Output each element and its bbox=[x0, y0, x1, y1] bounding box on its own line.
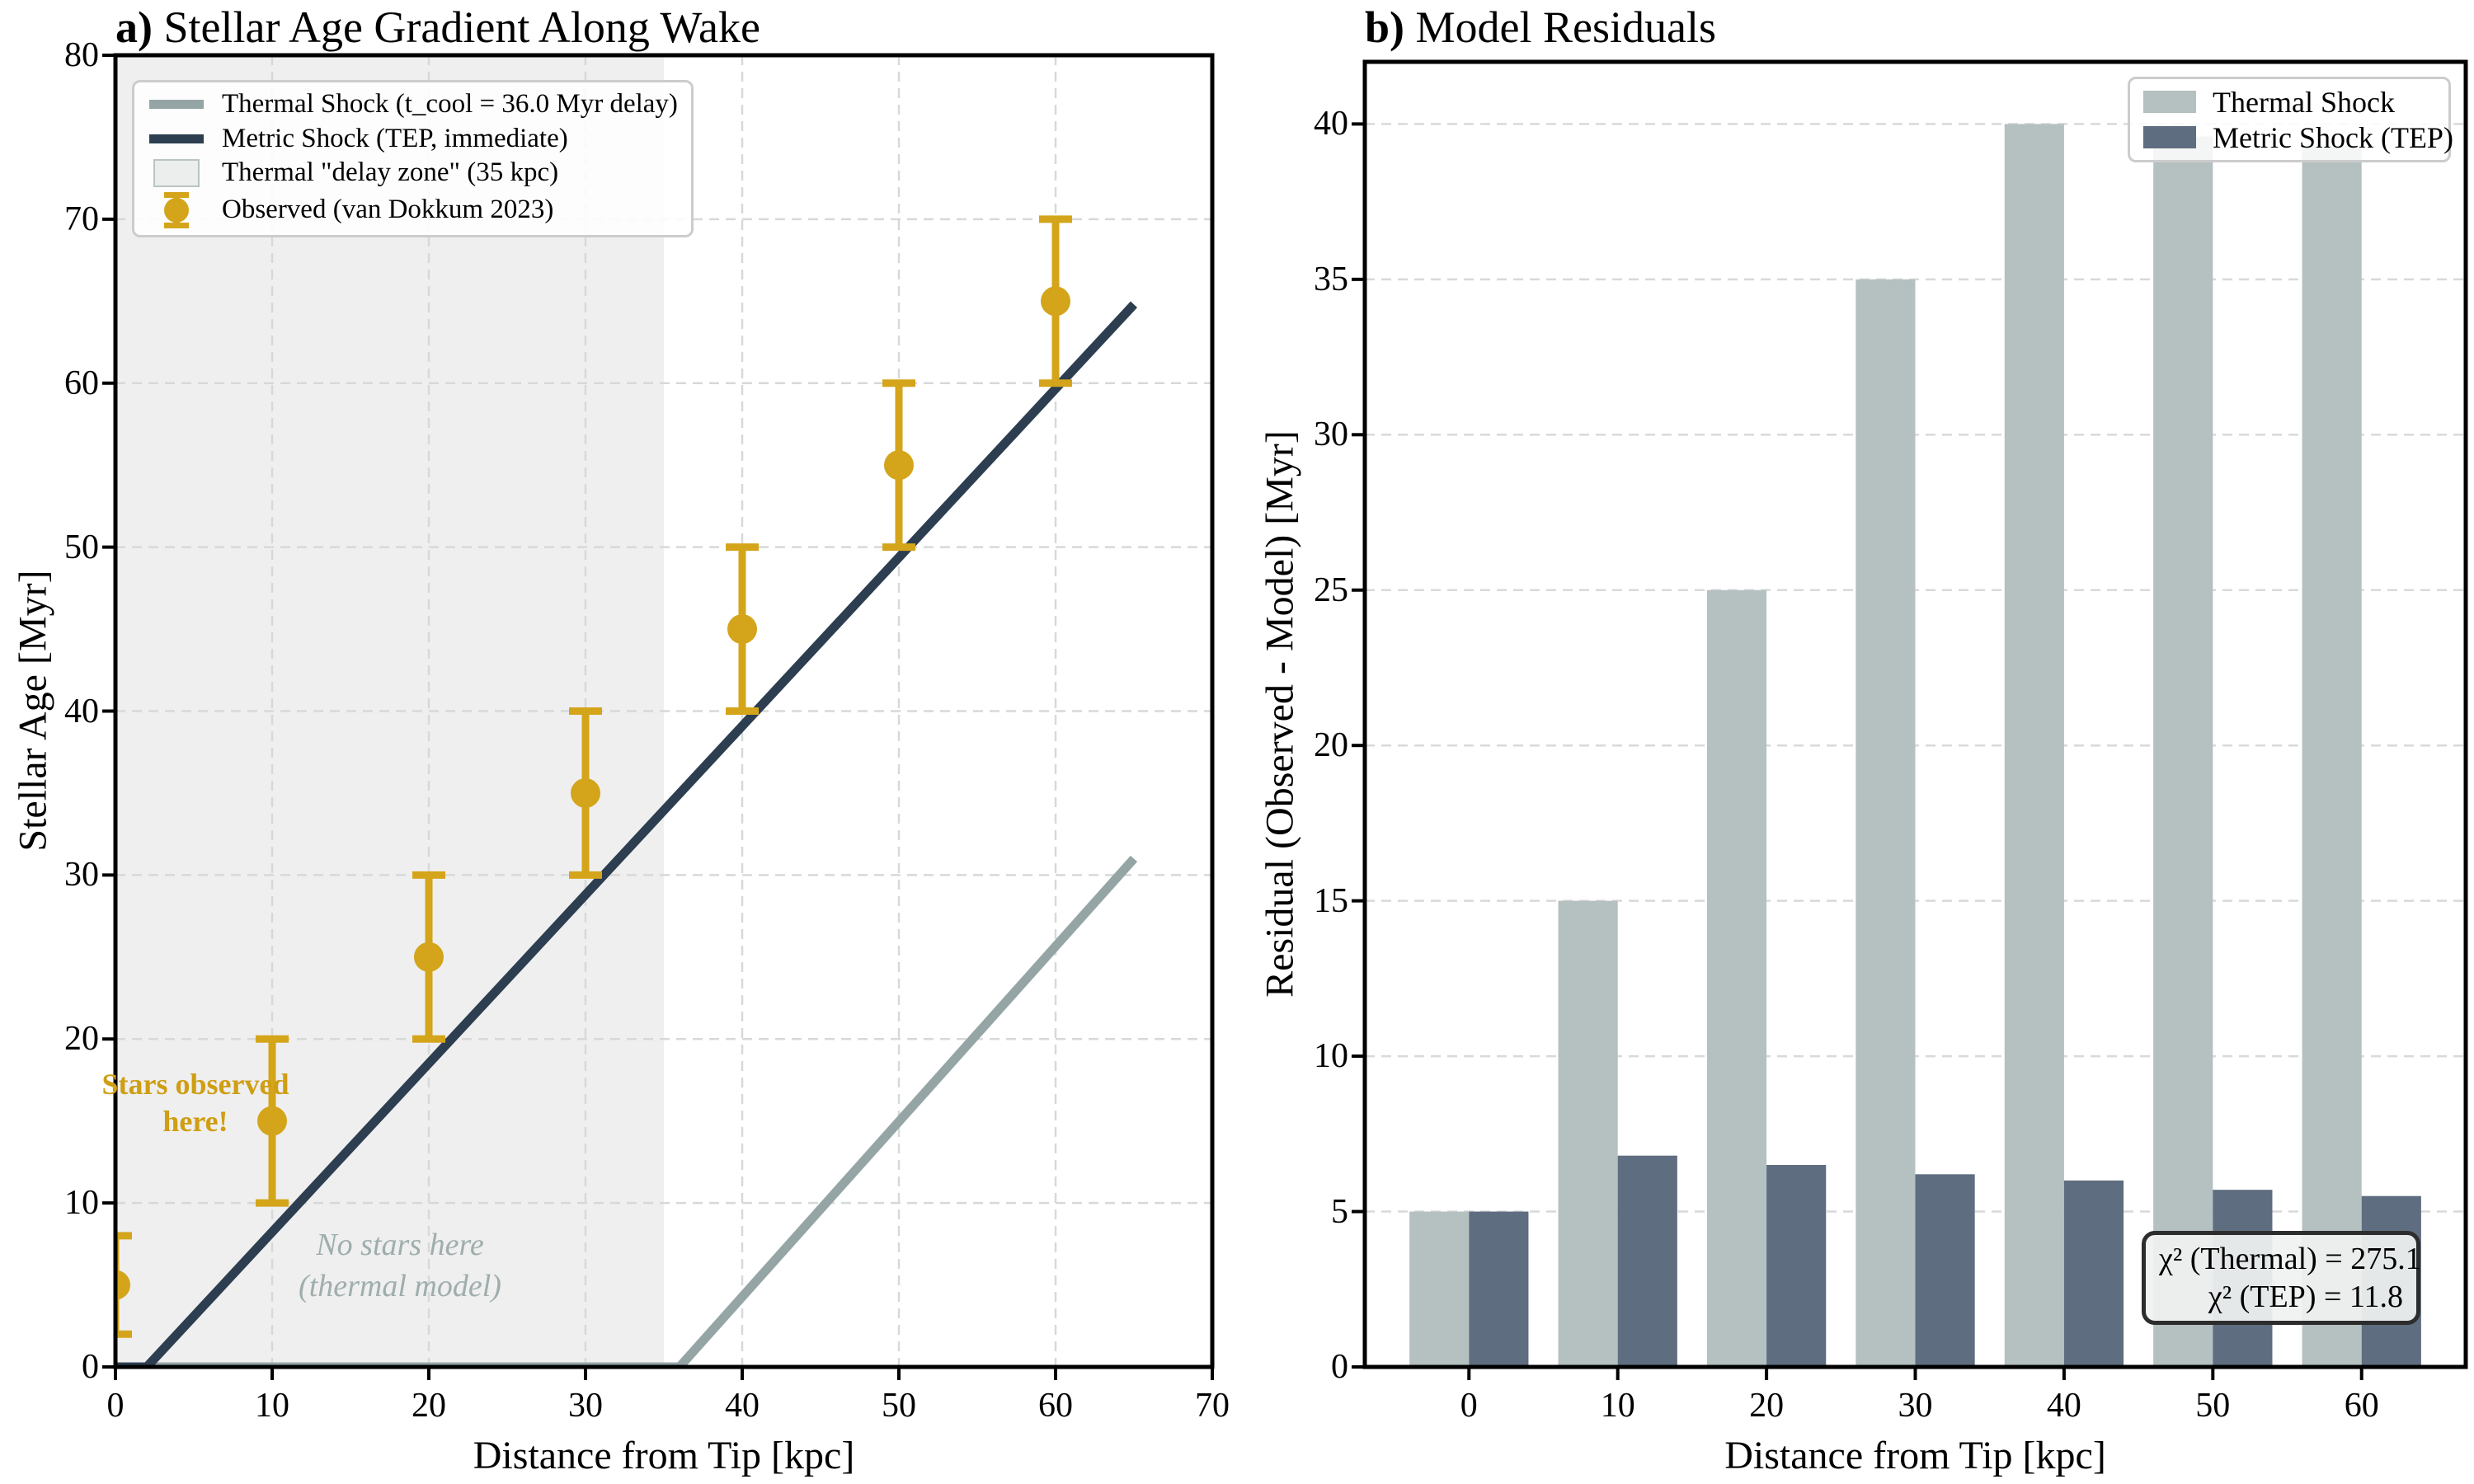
panel-b-legend: Thermal Shock Metric Shock (TEP) bbox=[2128, 77, 2453, 162]
bar-tep bbox=[1766, 1165, 1827, 1367]
legend-label: Metric Shock (TEP) bbox=[2213, 120, 2453, 154]
y-tick-label: 60 bbox=[64, 364, 99, 402]
y-tick-label: 40 bbox=[1314, 105, 1348, 143]
y-tick-label: 25 bbox=[1314, 571, 1348, 609]
panel-a-xlabel: Distance from Tip [kpc] bbox=[473, 1434, 855, 1477]
legend-label: Metric Shock (TEP, immediate) bbox=[222, 123, 568, 153]
thermal-shock-line-swatch bbox=[149, 100, 204, 110]
observed-point bbox=[257, 1106, 287, 1136]
bar-tep bbox=[1617, 1155, 1677, 1367]
no-stars-line2: (thermal model) bbox=[299, 1269, 501, 1303]
legend-item-thermal-bar: Thermal Shock bbox=[2143, 85, 2435, 120]
no-stars-annotation: No stars here (thermal model) bbox=[299, 1224, 501, 1307]
legend-label: Thermal Shock (t_cool = 36.0 Myr delay) bbox=[222, 89, 678, 120]
x-tick-label: 10 bbox=[1600, 1387, 1635, 1425]
no-stars-line1: No stars here bbox=[316, 1228, 484, 1262]
observed-point bbox=[571, 777, 600, 808]
x-tick-label: 0 bbox=[1460, 1387, 1478, 1425]
x-tick-label: 20 bbox=[1749, 1387, 1785, 1425]
metric-shock-line bbox=[115, 301, 1138, 1367]
bar-thermal bbox=[1409, 1211, 1470, 1367]
bar-tep bbox=[2063, 1180, 2124, 1367]
y-tick-label: 5 bbox=[1331, 1192, 1348, 1231]
panel-a-title-text: Stellar Age Gradient Along Wake bbox=[152, 2, 760, 52]
panel-b-title: b) Model Residuals bbox=[1365, 2, 1716, 53]
x-tick-label: 40 bbox=[725, 1387, 760, 1425]
legend-item-delay-zone: Thermal "delay zone" (35 kpc) bbox=[149, 157, 676, 188]
legend-label: Thermal "delay zone" (35 kpc) bbox=[222, 157, 559, 188]
y-tick-label: 80 bbox=[64, 36, 99, 74]
thermal-bar-swatch bbox=[2143, 91, 2196, 113]
y-tick-label: 10 bbox=[64, 1184, 99, 1223]
legend-label: Observed (van Dokkum 2023) bbox=[222, 195, 554, 225]
y-tick-label: 10 bbox=[1314, 1037, 1348, 1076]
legend-item-thermal-shock: Thermal Shock (t_cool = 36.0 Myr delay) bbox=[149, 89, 678, 120]
x-tick-label: 10 bbox=[255, 1387, 289, 1425]
panel-a-title: a) Stellar Age Gradient Along Wake bbox=[115, 2, 760, 53]
x-tick-label: 20 bbox=[412, 1387, 446, 1425]
stars-observed-line1: Stars observed bbox=[101, 1068, 289, 1101]
bar-tep bbox=[1469, 1211, 1529, 1367]
x-tick-label: 0 bbox=[106, 1387, 125, 1425]
delay-zone-patch-swatch bbox=[149, 158, 204, 187]
y-tick-label: 0 bbox=[1331, 1348, 1348, 1386]
stars-observed-annotation: Stars observed here! bbox=[102, 1066, 289, 1140]
bar-thermal bbox=[2302, 145, 2362, 1367]
bar-thermal bbox=[1856, 279, 1916, 1367]
y-tick-label: 50 bbox=[64, 528, 99, 566]
bar-thermal bbox=[2004, 124, 2064, 1367]
panel-b-title-text: Model Residuals bbox=[1404, 2, 1716, 52]
observed-series bbox=[115, 215, 1072, 1338]
y-tick-label: 0 bbox=[82, 1348, 99, 1386]
x-tick-label: 70 bbox=[1195, 1387, 1230, 1425]
panel-a-legend: Thermal Shock (t_cool = 36.0 Myr delay) … bbox=[132, 80, 694, 237]
observed-point bbox=[414, 942, 444, 972]
y-tick-label: 30 bbox=[1314, 416, 1348, 454]
x-tick-label: 30 bbox=[1898, 1387, 1933, 1425]
chi-squared-box: χ² (Thermal) = 275.1 χ² (TEP) = 11.8 bbox=[2142, 1231, 2421, 1325]
thermal-shock-line bbox=[115, 855, 1138, 1367]
bar-thermal bbox=[1706, 589, 1767, 1367]
metric-shock-line-swatch bbox=[149, 134, 204, 143]
observed-point bbox=[1041, 286, 1070, 317]
x-tick-label: 60 bbox=[1038, 1387, 1073, 1425]
stars-observed-line2: here! bbox=[162, 1105, 228, 1138]
observed-point bbox=[727, 614, 757, 645]
panel-b-title-prefix: b) bbox=[1365, 2, 1405, 52]
chi-tep-value: χ² (TEP) = 11.8 bbox=[2208, 1280, 2403, 1314]
observed-point bbox=[115, 1270, 130, 1300]
chi-thermal-value: χ² (Thermal) = 275.1 bbox=[2159, 1242, 2421, 1276]
bar-thermal bbox=[2153, 136, 2213, 1367]
legend-label: Thermal Shock bbox=[2213, 85, 2395, 119]
y-tick-label: 20 bbox=[64, 1020, 99, 1059]
tep-bar-swatch bbox=[2143, 126, 2196, 148]
panel-b-xlabel: Distance from Tip [kpc] bbox=[1724, 1434, 2106, 1477]
x-tick-label: 40 bbox=[2046, 1387, 2081, 1425]
x-tick-label: 50 bbox=[882, 1387, 916, 1425]
y-tick-label: 40 bbox=[64, 692, 99, 730]
legend-item-tep-bar: Metric Shock (TEP) bbox=[2143, 120, 2453, 155]
panel-a-title-prefix: a) bbox=[115, 2, 153, 52]
y-tick-label: 35 bbox=[1314, 260, 1348, 298]
bar-thermal bbox=[1558, 900, 1618, 1367]
y-tick-label: 70 bbox=[64, 200, 99, 238]
y-tick-label: 20 bbox=[1314, 726, 1348, 765]
observed-marker-swatch bbox=[149, 191, 204, 228]
y-tick-label: 15 bbox=[1314, 881, 1348, 920]
y-tick-label: 30 bbox=[64, 856, 99, 895]
x-tick-label: 30 bbox=[568, 1387, 603, 1425]
x-tick-label: 50 bbox=[2195, 1387, 2231, 1425]
x-tick-label: 60 bbox=[2344, 1387, 2379, 1425]
legend-item-observed: Observed (van Dokkum 2023) bbox=[149, 191, 676, 228]
bar-tep bbox=[1915, 1174, 1975, 1367]
legend-item-metric-shock: Metric Shock (TEP, immediate) bbox=[149, 124, 676, 154]
observed-point bbox=[884, 450, 914, 481]
